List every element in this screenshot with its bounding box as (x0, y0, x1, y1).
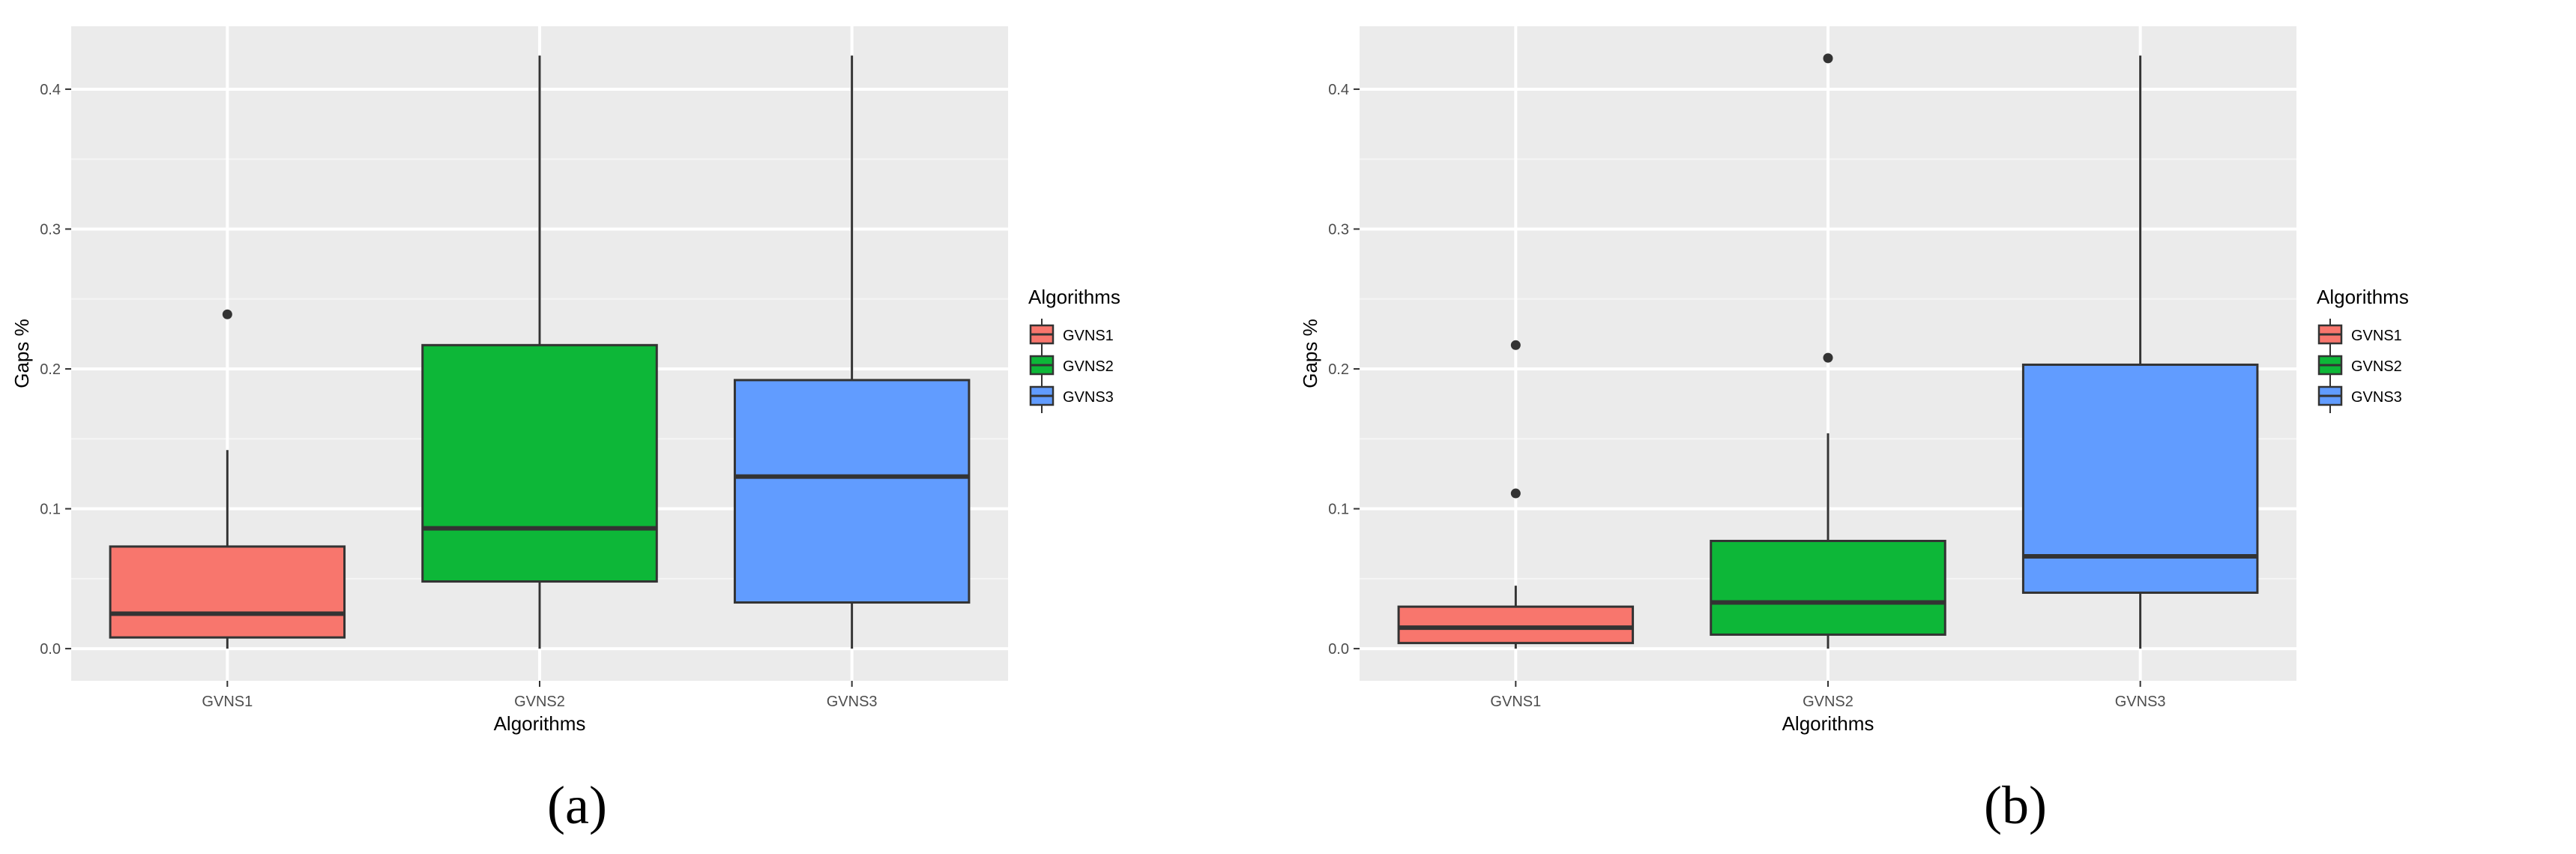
legend-label: GVNS3 (1063, 389, 1114, 406)
x-axis-title: Algorithms (494, 712, 586, 735)
legend-title: Algorithms (1028, 286, 1120, 308)
box-gvns2 (1710, 539, 1946, 636)
x-tick-label: GVNS3 (827, 694, 878, 710)
y-axis-title: Gaps % (1299, 319, 1321, 388)
box-gvns3 (733, 379, 971, 604)
y-tick-label: 0.4 (40, 82, 61, 98)
y-tick-label: 0.0 (1328, 641, 1349, 658)
box-gvns1 (109, 545, 346, 639)
y-tick-label: 0.3 (40, 221, 61, 238)
box-gvns2 (421, 343, 658, 583)
y-tick-label: 0.2 (1328, 361, 1349, 378)
legend-label: GVNS2 (1063, 358, 1114, 375)
subfigure-caption-b: (b) (1984, 775, 2047, 835)
y-axis-title: Gaps % (10, 319, 33, 388)
legend-label: GVNS3 (2351, 389, 2402, 406)
x-tick-label: GVNS2 (1803, 694, 1853, 710)
x-tick-label: GVNS1 (202, 694, 253, 710)
legend-label: GVNS1 (1063, 328, 1114, 344)
x-tick-label: GVNS2 (514, 694, 565, 710)
boxplot-chart-a: 0.0 0.1 0.2 0.3 0.4 GVNS1 GVNS2 GVNS3 Algorithms… (10, 26, 1120, 735)
y-tick-label: 0.0 (40, 641, 61, 658)
outlier-point (222, 309, 232, 319)
boxplot-chart-b: 0.0 0.1 0.2 0.3 0.4 GVNS1 GVNS2 GVNS3 Algorithms… (1299, 26, 2409, 735)
x-axis-title: Algorithms (1782, 712, 1874, 735)
subfigure-caption-a: (a) (547, 775, 607, 835)
y-tick-label: 0.4 (1328, 82, 1349, 98)
x-tick-label: GVNS3 (2115, 694, 2166, 710)
outlier-point (1823, 352, 1833, 363)
box-gvns1 (1397, 605, 1635, 645)
legend-title: Algorithms (2317, 286, 2409, 308)
outlier-point (1823, 53, 1833, 64)
outlier-point (1510, 340, 1521, 350)
y-tick-label: 0.1 (1328, 502, 1349, 518)
y-tick-label: 0.2 (40, 361, 61, 378)
y-tick-label: 0.1 (40, 502, 61, 518)
outlier-point (1510, 488, 1521, 499)
legend-label: GVNS2 (2351, 358, 2402, 375)
legend-label: GVNS1 (2351, 328, 2402, 344)
x-tick-label: GVNS1 (1490, 694, 1541, 710)
y-tick-label: 0.3 (1328, 221, 1349, 238)
